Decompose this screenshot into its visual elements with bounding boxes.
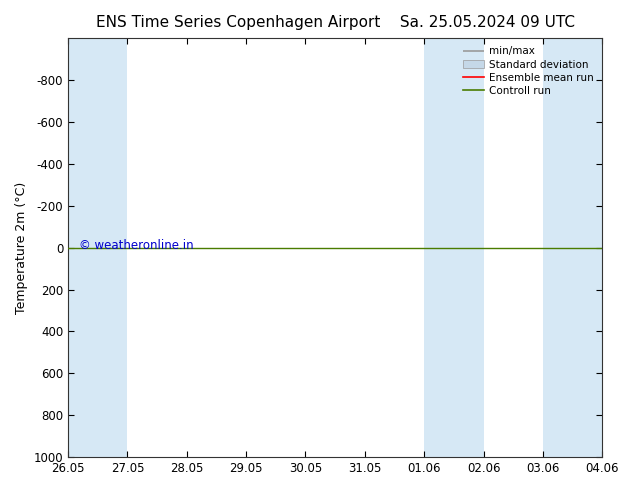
- Y-axis label: Temperature 2m (°C): Temperature 2m (°C): [15, 181, 28, 314]
- Title: ENS Time Series Copenhagen Airport    Sa. 25.05.2024 09 UTC: ENS Time Series Copenhagen Airport Sa. 2…: [96, 15, 574, 30]
- Legend: min/max, Standard deviation, Ensemble mean run, Controll run: min/max, Standard deviation, Ensemble me…: [460, 43, 597, 99]
- Bar: [424, 38, 484, 457]
- Bar: [543, 38, 602, 457]
- Text: © weatheronline.in: © weatheronline.in: [79, 239, 193, 252]
- Bar: [68, 38, 127, 457]
